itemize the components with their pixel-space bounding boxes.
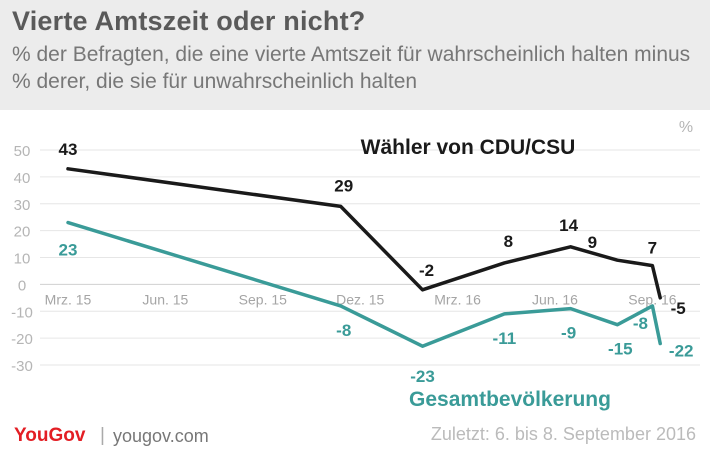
y-tick-label: 50 — [14, 143, 31, 160]
line-chart: -30 -20 -10 0 10 20 30 40 50% Mrz. 15 Jun. 15 Sep. … — [11, 119, 700, 411]
chart-title: Vierte Amtszeit oder nicht? — [12, 6, 366, 36]
x-tick-label: Sep. 16 — [628, 291, 676, 307]
data-label: 43 — [59, 140, 78, 159]
data-label: -11 — [493, 329, 517, 348]
data-label: 7 — [648, 239, 657, 258]
data-label: 8 — [504, 232, 513, 251]
header-band: Vierte Amtszeit oder nicht? % der Befrag… — [0, 0, 710, 110]
data-label: 23 — [59, 241, 78, 260]
y-tick-label: -20 — [11, 331, 33, 348]
x-tick-label: Dez. 15 — [336, 291, 384, 307]
data-label: 9 — [588, 233, 597, 252]
y-tick-label: 40 — [14, 170, 31, 187]
data-label: -5 — [671, 299, 686, 318]
x-tick-label: Jun. 16 — [532, 291, 578, 307]
y-tick-label: 20 — [14, 224, 31, 241]
y-tick-label: -10 — [11, 304, 33, 321]
data-label: -8 — [633, 314, 648, 333]
data-label: -22 — [669, 342, 694, 361]
data-label: -2 — [419, 261, 434, 280]
data-label: -23 — [410, 367, 435, 386]
yougov-logo: YouGov — [14, 425, 86, 446]
data-label: 14 — [559, 216, 578, 235]
y-tick-label: -30 — [11, 358, 33, 375]
x-tick-label: Mrz. 15 — [45, 291, 92, 307]
x-tick-label: Sep. 15 — [239, 291, 287, 307]
data-label: 29 — [334, 176, 353, 195]
y-tick-label: 30 — [14, 197, 31, 214]
series-line — [66, 220, 662, 348]
data-label: -9 — [561, 324, 576, 343]
series-label-gesamt: Gesamtbevölkerung — [409, 388, 611, 411]
x-tick-label: Mrz. 16 — [434, 291, 481, 307]
data-label: -8 — [336, 321, 351, 340]
y-tick-label: 0 — [18, 277, 26, 294]
unit-label: % — [679, 119, 693, 136]
series-label-cdu: Wähler von CDU/CSU — [361, 136, 576, 159]
series-line — [66, 167, 662, 300]
x-tick-label: Jun. 15 — [142, 291, 188, 307]
y-tick-label: 10 — [14, 251, 31, 268]
chart-subtitle: % der Befragten, die eine vierte Amtszei… — [12, 43, 691, 93]
data-label: -15 — [608, 340, 633, 359]
footer-url: yougov.com — [113, 426, 209, 446]
survey-date: Zuletzt: 6. bis 8. September 2016 — [430, 424, 696, 444]
footer-separator: | — [100, 425, 105, 446]
